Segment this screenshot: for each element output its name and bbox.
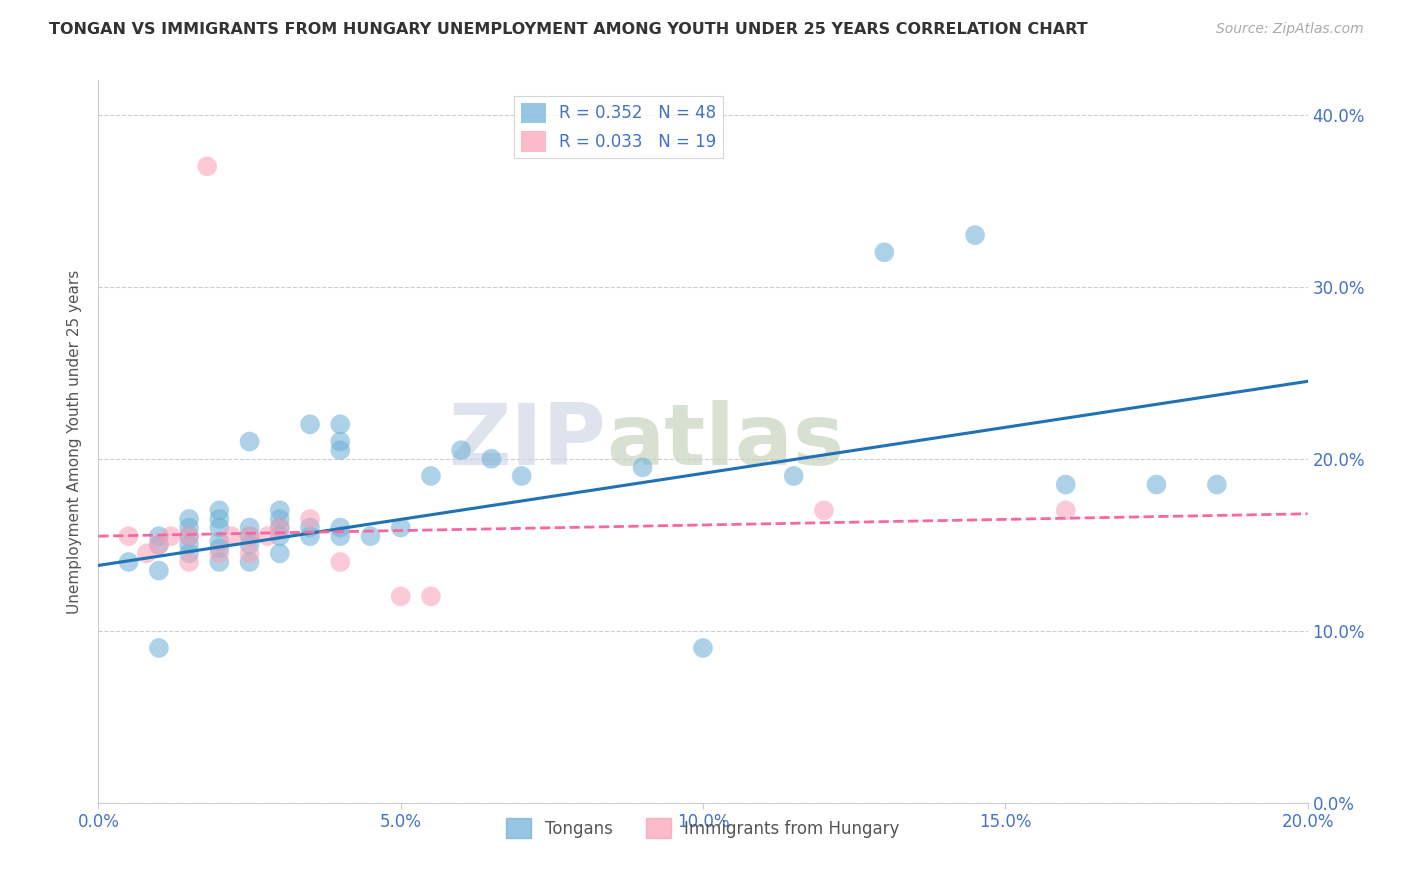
Point: [148, 538, 170, 552]
Point: [208, 503, 231, 517]
Point: [118, 555, 141, 569]
Point: [420, 469, 443, 483]
Point: [208, 512, 231, 526]
Y-axis label: Unemployment Among Youth under 25 years: Unemployment Among Youth under 25 years: [67, 269, 83, 614]
Point: [389, 520, 412, 534]
Point: [221, 529, 243, 543]
Point: [148, 538, 170, 552]
Point: [135, 546, 157, 560]
Point: [269, 503, 291, 517]
Point: [1144, 477, 1167, 491]
Point: [299, 512, 322, 526]
Point: [118, 529, 141, 543]
Point: [329, 443, 352, 458]
Point: [148, 640, 170, 655]
Point: [239, 538, 262, 552]
Point: [195, 159, 218, 173]
Point: [256, 529, 278, 543]
Point: [299, 529, 322, 543]
Point: [299, 417, 322, 432]
Text: atlas: atlas: [606, 400, 845, 483]
Point: [965, 228, 987, 243]
Point: [179, 512, 201, 526]
Point: [1054, 477, 1077, 491]
Point: [329, 417, 352, 432]
Point: [179, 520, 201, 534]
Point: [450, 443, 472, 458]
Point: [813, 503, 835, 517]
Point: [239, 555, 262, 569]
Point: [481, 451, 503, 466]
Point: [179, 546, 201, 560]
Point: [389, 590, 412, 604]
Point: [239, 529, 262, 543]
Legend: Tongans, Immigrants from Hungary: Tongans, Immigrants from Hungary: [499, 812, 907, 845]
Point: [179, 529, 201, 543]
Point: [783, 469, 806, 483]
Point: [208, 541, 231, 556]
Point: [329, 555, 352, 569]
Point: [148, 529, 170, 543]
Point: [360, 529, 382, 543]
Point: [329, 529, 352, 543]
Point: [160, 529, 183, 543]
Point: [148, 564, 170, 578]
Point: [239, 546, 262, 560]
Text: TONGAN VS IMMIGRANTS FROM HUNGARY UNEMPLOYMENT AMONG YOUTH UNDER 25 YEARS CORREL: TONGAN VS IMMIGRANTS FROM HUNGARY UNEMPL…: [49, 22, 1088, 37]
Point: [208, 520, 231, 534]
Point: [510, 469, 533, 483]
Point: [1206, 477, 1229, 491]
Point: [239, 434, 262, 449]
Text: Source: ZipAtlas.com: Source: ZipAtlas.com: [1216, 22, 1364, 37]
Point: [631, 460, 654, 475]
Point: [179, 529, 201, 543]
Point: [329, 434, 352, 449]
Point: [1054, 503, 1077, 517]
Point: [269, 546, 291, 560]
Point: [179, 538, 201, 552]
Point: [239, 520, 262, 534]
Point: [208, 555, 231, 569]
Text: ZIP: ZIP: [449, 400, 606, 483]
Point: [269, 520, 291, 534]
Point: [269, 512, 291, 526]
Point: [692, 640, 714, 655]
Point: [269, 529, 291, 543]
Point: [269, 520, 291, 534]
Point: [208, 546, 231, 560]
Point: [873, 245, 896, 260]
Point: [329, 520, 352, 534]
Point: [239, 529, 262, 543]
Point: [420, 590, 443, 604]
Point: [208, 534, 231, 549]
Point: [179, 555, 201, 569]
Point: [299, 520, 322, 534]
